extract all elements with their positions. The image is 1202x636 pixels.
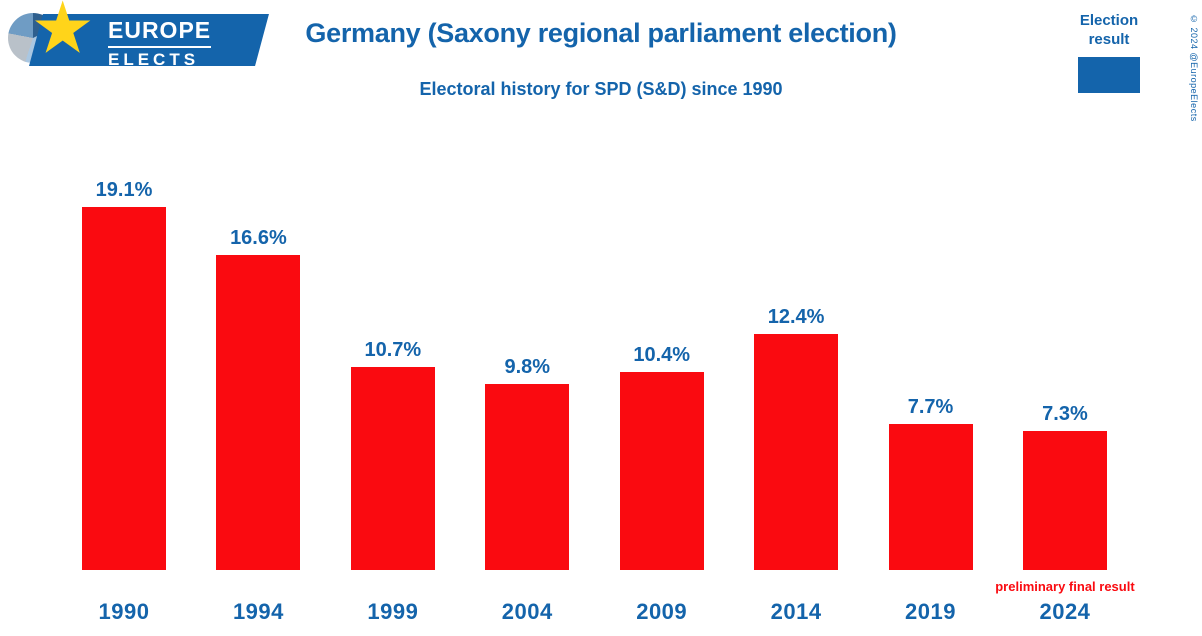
x-axis-cell: 2014 bbox=[754, 570, 838, 636]
bar bbox=[82, 207, 166, 570]
bar-group: 12.4% 2014 bbox=[754, 306, 839, 636]
bar-value-label: 7.3% bbox=[1042, 403, 1088, 426]
x-axis-label: 1994 bbox=[232, 599, 284, 624]
logo-wordmark: EUROPE ELECTS bbox=[108, 17, 212, 70]
x-axis-label: 2004 bbox=[501, 599, 553, 624]
bar bbox=[1022, 431, 1107, 570]
x-axis-label: 2019 bbox=[905, 599, 956, 624]
x-axis-label: 1999 bbox=[367, 599, 419, 624]
bar-group: 10.4% 2009 bbox=[619, 344, 704, 636]
bar-group: 19.1% 1990 bbox=[82, 179, 166, 636]
bar-value-label: 9.8% bbox=[504, 355, 551, 378]
x-axis-cell: 1990 bbox=[82, 570, 166, 636]
bar bbox=[216, 254, 301, 570]
bar-group: 9.8% 2004 bbox=[485, 355, 570, 636]
bar-value-label: 7.7% bbox=[907, 395, 954, 418]
bar-group: 7.7% 2019 bbox=[888, 395, 973, 636]
bar bbox=[888, 423, 973, 570]
chart-title: Germany (Saxony regional parliament elec… bbox=[305, 18, 897, 48]
bar-group: 10.7% 1999 bbox=[350, 338, 435, 636]
bar-value-label: 10.7% bbox=[364, 338, 422, 361]
legend-swatch bbox=[1078, 56, 1140, 93]
x-axis-label: 2024 bbox=[1039, 599, 1091, 624]
legend: Election result bbox=[1072, 12, 1146, 93]
bar-group: 7.3% preliminary final result 2024 bbox=[995, 403, 1134, 636]
x-axis-cell: 1999 bbox=[351, 570, 435, 636]
bar bbox=[485, 383, 570, 570]
chart-subtitle: Electoral history for SPD (S&D) since 19… bbox=[419, 79, 783, 99]
x-axis-label: 1990 bbox=[98, 599, 150, 624]
x-axis-cell: 2004 bbox=[485, 570, 569, 636]
logo-wordmark-elects: ELECTS bbox=[108, 50, 200, 69]
europe-elects-logo: EUROPE ELECTS ★ bbox=[6, 0, 276, 72]
bar bbox=[754, 334, 839, 570]
bar-value-label: 12.4% bbox=[767, 306, 825, 329]
bar-value-label: 16.6% bbox=[230, 226, 287, 249]
x-axis-cell: 1994 bbox=[216, 570, 300, 636]
bar-group: 16.6% 1994 bbox=[216, 226, 301, 636]
bar-value-label: 19.1% bbox=[95, 179, 153, 202]
x-axis-cell: 2019 bbox=[889, 570, 973, 636]
x-axis-label: 2014 bbox=[770, 599, 822, 624]
bar-chart: 19.1% 1990 16.6% 1994 10.7% 1999 9.8% 2004 10.4%… bbox=[0, 179, 1202, 636]
bar bbox=[350, 366, 435, 570]
bar-value-label: 10.4% bbox=[633, 344, 691, 367]
legend-label: Election result bbox=[1079, 12, 1139, 48]
copyright-vertical: © 2024 @EuropeElects bbox=[1189, 14, 1199, 122]
bar bbox=[619, 372, 704, 570]
logo-wordmark-europe: EUROPE bbox=[108, 17, 212, 48]
x-axis-cell: preliminary final result 2024 bbox=[995, 570, 1134, 636]
logo-star-icon: ★ bbox=[34, 0, 92, 64]
x-axis-label: 2009 bbox=[636, 599, 688, 624]
preliminary-note: preliminary final result bbox=[995, 579, 1135, 594]
x-axis-cell: 2009 bbox=[620, 570, 704, 636]
